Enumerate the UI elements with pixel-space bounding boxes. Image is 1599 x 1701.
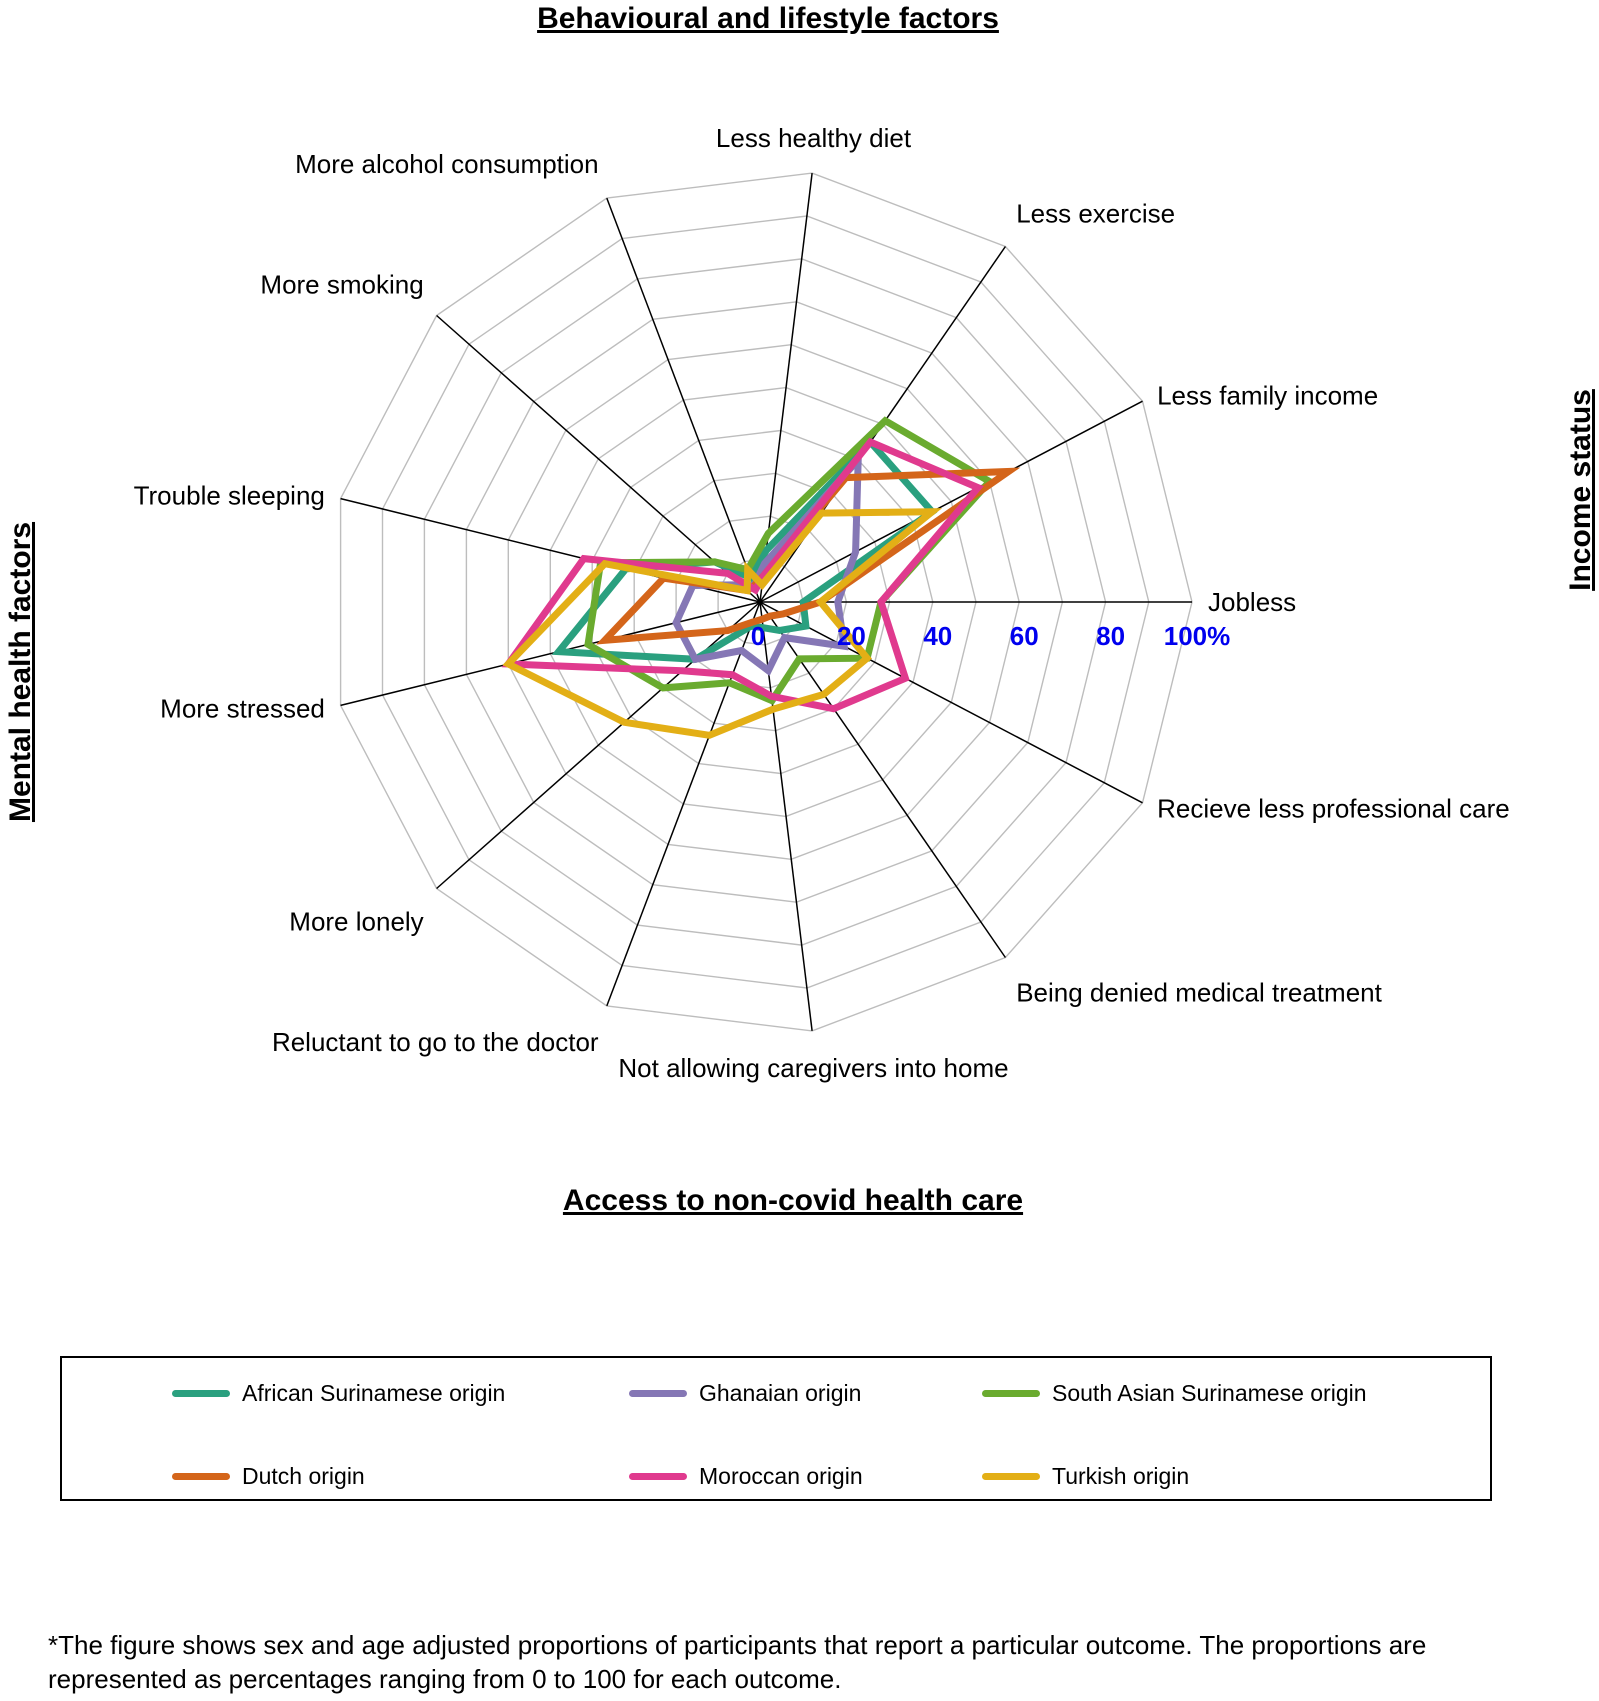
axis-spoke [606, 197, 761, 603]
legend-label: Dutch origin [242, 1462, 365, 1489]
legend-label: African Surinamese origin [242, 1379, 506, 1406]
legend: African Surinamese origin Ghanaian origi… [60, 1356, 1492, 1501]
axis-label: More stressed [160, 693, 325, 723]
series-line [502, 508, 943, 739]
legend-item: South Asian Surinamese origin [982, 1378, 1367, 1408]
axis-label: Less exercise [1016, 199, 1175, 229]
axis-label: More smoking [260, 270, 423, 300]
section-title-mental-health: Mental health factors [4, 522, 37, 822]
axis-label: Recieve less professional care [1157, 793, 1510, 823]
axis-spoke [759, 400, 1143, 603]
legend-swatch [982, 1472, 1040, 1480]
axis-label: Reluctant to go to the doctor [272, 1027, 599, 1057]
grid-ring [339, 172, 1193, 1032]
legend-swatch [172, 1472, 230, 1480]
legend-item: Turkish origin [982, 1461, 1189, 1491]
grid-ring [423, 258, 1107, 946]
tick-label: 60 [1010, 621, 1039, 651]
radar-series [501, 416, 1021, 739]
legend-label: Turkish origin [1052, 1462, 1190, 1489]
axis-spoke [606, 601, 761, 1007]
legend-swatch [982, 1389, 1040, 1397]
series-line [501, 437, 984, 713]
axis-label: Jobless [1208, 587, 1296, 617]
axis-label: Not allowing caregivers into home [618, 1053, 1008, 1083]
axis-spoke [759, 601, 1143, 804]
section-title-access: Access to non-covid health care [563, 1184, 1023, 1217]
legend-swatch [629, 1472, 687, 1480]
tick-label: 20 [837, 621, 866, 651]
axis-label: Being denied medical treatment [1016, 977, 1382, 1007]
axis-label: More lonely [289, 906, 423, 936]
legend-item: Ghanaian origin [629, 1378, 861, 1408]
legend-swatch [629, 1389, 687, 1397]
radar-axes [340, 173, 1192, 1031]
grid-ring [507, 343, 1020, 861]
legend-item: Dutch origin [172, 1461, 365, 1491]
tick-label: 100% [1164, 621, 1231, 651]
axis-label: More alcohol consumption [295, 149, 599, 179]
tick-label: 0 [751, 621, 765, 651]
tick-label: 80 [1096, 621, 1125, 651]
grid-ring [465, 301, 1064, 903]
radar-axis-labels: Jobless Recieve less professional care Bei… [134, 123, 1510, 1083]
series-line [584, 416, 995, 705]
axis-label: Less healthy diet [716, 123, 912, 153]
axis-label: Trouble sleeping [134, 481, 325, 511]
legend-swatch [172, 1389, 230, 1397]
axis-label: Less family income [1157, 381, 1378, 411]
legend-label: Ghanaian origin [699, 1379, 862, 1406]
section-title-behavioural: Behavioural and lifestyle factors [537, 2, 999, 35]
axis-spoke [340, 601, 761, 707]
section-title-income: Income status [1564, 389, 1597, 591]
legend-item: Moroccan origin [629, 1461, 863, 1491]
axis-spoke [436, 601, 761, 890]
footnote: *The figure shows sex and age adjusted p… [48, 1630, 1427, 1694]
axis-spoke [436, 314, 761, 603]
legend-label: South Asian Surinamese origin [1052, 1379, 1367, 1406]
grid-ring [381, 215, 1150, 989]
legend-item: African Surinamese origin [172, 1378, 505, 1408]
tick-label: 40 [923, 621, 952, 651]
legend-label: Moroccan origin [699, 1462, 863, 1489]
radar-ticks: 0 20 40 60 80 100% [751, 621, 1230, 651]
